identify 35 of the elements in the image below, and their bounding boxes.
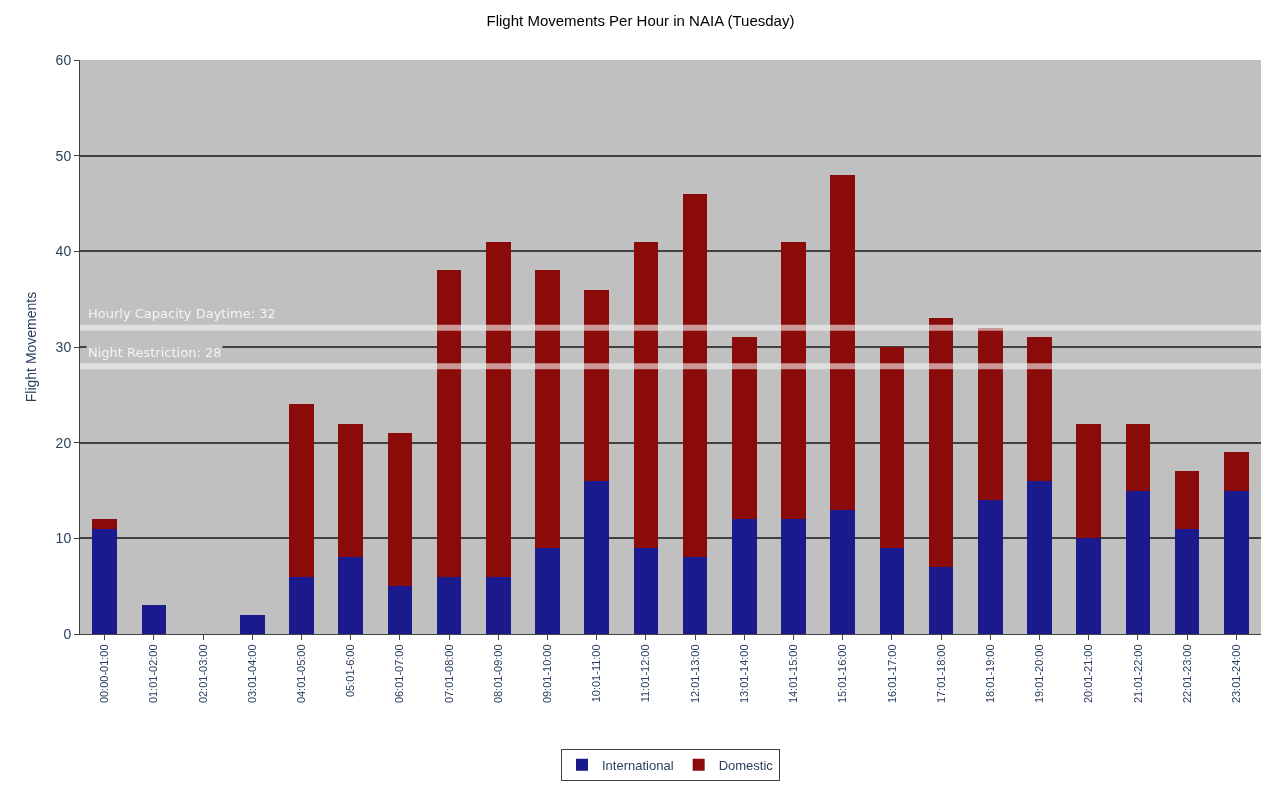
- y-tick-label: 40: [55, 243, 72, 260]
- x-tick-label: 00:00-01:00: [98, 644, 111, 704]
- x-tick-label: 12:01-13:00: [688, 644, 701, 704]
- x-tick-label: 06:01-07:00: [393, 644, 406, 704]
- x-tick-label: 13:01-14:00: [737, 644, 750, 704]
- chart-title: Flight Movements Per Hour in NAIA (Tuesday): [486, 12, 795, 30]
- x-tick-label: 11:01-12:00: [639, 644, 652, 703]
- x-tick-label: 10:01-11:00: [590, 644, 603, 703]
- x-tick-label: 03:01-04:00: [245, 644, 258, 704]
- x-tick-label: 01:01-02:00: [147, 644, 160, 704]
- x-tick-label: 04:01-05:00: [295, 644, 308, 704]
- y-tick-label: 0: [63, 625, 72, 642]
- x-tick-label: 15:01-16:00: [836, 644, 849, 704]
- x-tick-label: 08:01-09:00: [491, 644, 504, 704]
- x-tick-label: 17:01-18:00: [934, 644, 947, 704]
- x-tick-label: 16:01-17:00: [885, 644, 898, 704]
- legend-label: International: [602, 757, 674, 773]
- y-tick-label: 20: [55, 434, 72, 451]
- y-tick-label: 30: [55, 338, 72, 355]
- x-tick-label: 09:01-10:00: [541, 644, 554, 704]
- x-tick-label: 02:01-03:00: [196, 644, 209, 704]
- x-tick-label: 05:01-6:00: [344, 644, 357, 698]
- legend-label: Domestic: [718, 757, 774, 773]
- y-axis-title: Flight Movements: [23, 291, 40, 403]
- x-tick-label: 22:01-23:00: [1180, 644, 1193, 704]
- y-tick-label: 10: [55, 530, 72, 547]
- x-tick-label: 07:01-08:00: [442, 644, 455, 704]
- y-tick-label: 50: [55, 147, 72, 164]
- x-tick-label: 19:01-20:00: [1033, 644, 1046, 704]
- x-tick-label: 18:01-19:00: [983, 644, 996, 704]
- x-tick-label: 23:01-24:00: [1229, 644, 1242, 704]
- y-tick-label: 60: [55, 51, 72, 68]
- x-tick-label: 20:01-21:00: [1082, 644, 1095, 704]
- x-tick-label: 21:01-22:00: [1131, 644, 1144, 704]
- x-tick-label: 14:01-15:00: [787, 644, 800, 704]
